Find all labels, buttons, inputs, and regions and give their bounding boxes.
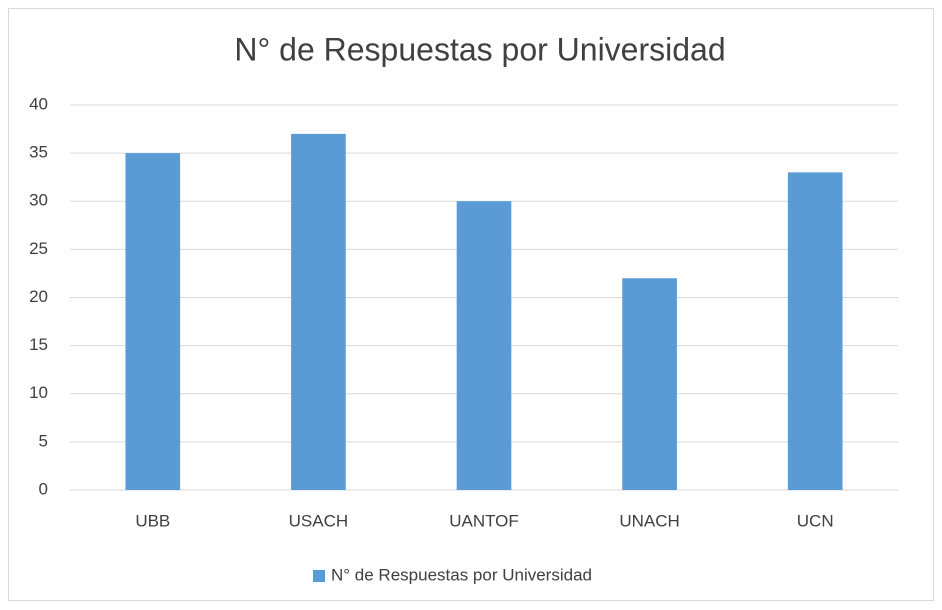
legend-label: N° de Respuestas por Universidad bbox=[331, 565, 592, 584]
bar bbox=[125, 153, 181, 490]
bar bbox=[622, 278, 677, 490]
y-tick-label: 10 bbox=[29, 383, 48, 402]
y-tick-label: 30 bbox=[29, 191, 48, 210]
x-tick-label: UCN bbox=[797, 511, 834, 530]
x-tick-label: UNACH bbox=[619, 511, 679, 530]
y-tick-label: 35 bbox=[29, 143, 48, 162]
legend-swatch bbox=[313, 570, 325, 582]
y-tick-label: 40 bbox=[29, 94, 48, 113]
bar bbox=[291, 133, 346, 490]
bar bbox=[456, 201, 512, 490]
chart-title: N° de Respuestas por Universidad bbox=[234, 31, 725, 67]
bar bbox=[787, 172, 843, 490]
y-tick-label: 5 bbox=[39, 431, 48, 450]
x-tick-label: UANTOF bbox=[449, 511, 519, 530]
x-tick-label: UBB bbox=[135, 511, 170, 530]
y-tick-label: 25 bbox=[29, 239, 48, 258]
y-tick-label: 20 bbox=[29, 287, 48, 306]
y-tick-label: 0 bbox=[39, 479, 48, 498]
x-tick-label: USACH bbox=[289, 511, 349, 530]
y-tick-label: 15 bbox=[29, 335, 48, 354]
